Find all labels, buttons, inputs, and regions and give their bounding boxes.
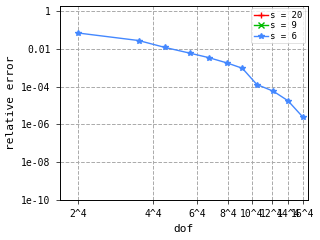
s = 6 [255,83,259,86]
s = 6 [301,115,305,118]
Y-axis label: relative error: relative error [5,55,16,150]
X-axis label: dof: dof [174,224,194,234]
s = 6 [76,32,80,35]
s = 6 [271,90,275,93]
Legend: s = 20, s = 9, s = 6: s = 20, s = 9, s = 6 [252,8,305,43]
Line: s = 6: s = 6 [76,30,306,120]
s = 6 [240,67,244,70]
s = 6 [137,39,140,42]
s = 6 [225,62,229,65]
s = 6 [207,56,211,59]
s = 6 [163,46,167,49]
s = 6 [286,99,290,102]
s = 6 [188,52,192,54]
